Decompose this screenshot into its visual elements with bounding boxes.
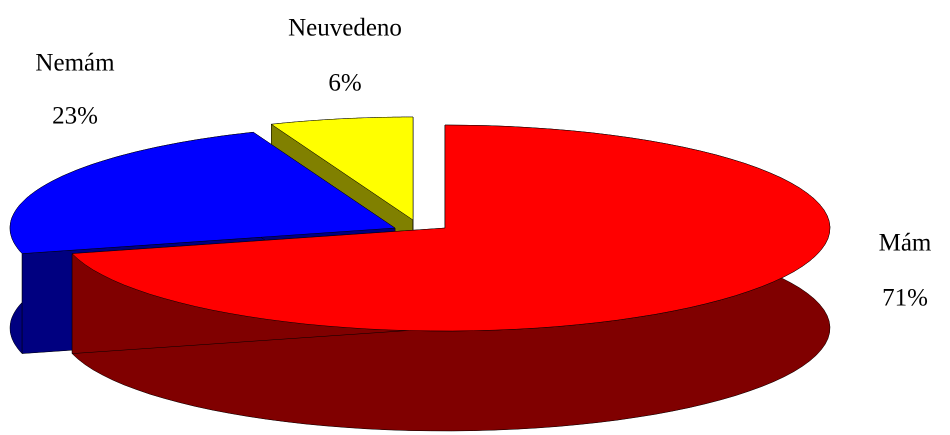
slice-top [270,116,414,221]
slice-top [71,124,831,332]
slice-value-label: 71% [882,285,928,312]
pie-slice [71,124,831,432]
slice-label: Mám [879,230,932,257]
slice-label: Neuvedeno [288,15,402,42]
slice-value-label: 23% [52,103,98,130]
slice-value-label: 6% [328,70,361,97]
slice-label: Nemám [35,50,115,77]
slice-top [9,131,396,254]
